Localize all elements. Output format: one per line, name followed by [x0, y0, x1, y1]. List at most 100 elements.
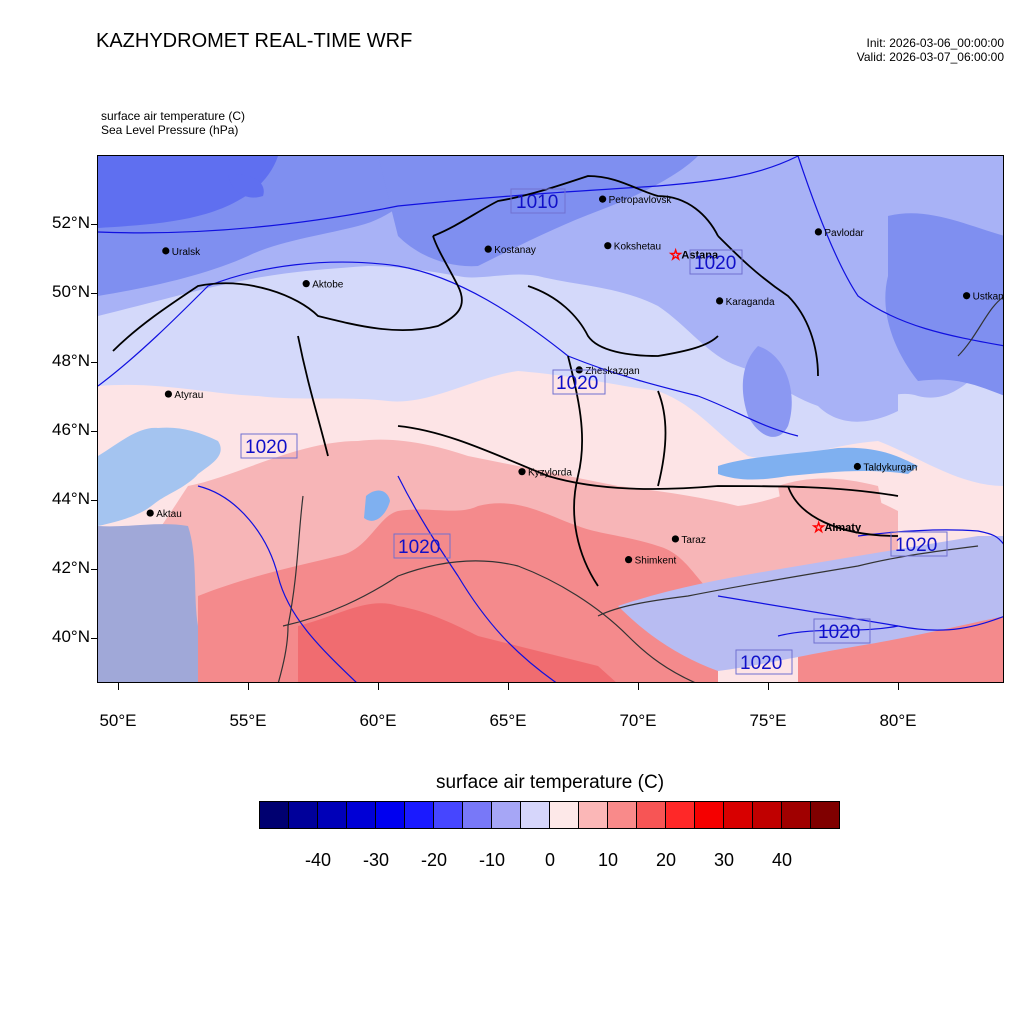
- city-label: Karaganda: [726, 297, 775, 308]
- city-label: Astana: [681, 249, 719, 261]
- isobar-label-box: [393, 533, 451, 559]
- isobar-label-box: [890, 531, 948, 557]
- capital-star-icon: ☆: [669, 246, 682, 262]
- caspian-sea: [98, 427, 221, 526]
- temp-cold-2: [378, 156, 698, 267]
- lon-tick: [768, 683, 769, 690]
- lat-tick: [91, 224, 97, 225]
- legend-swatch: [405, 802, 434, 828]
- legend-title: surface air temperature (C): [435, 772, 665, 793]
- isobar-label: 1020: [398, 537, 440, 558]
- legend-swatch: [260, 802, 289, 828]
- lon-tick: [508, 683, 509, 690]
- city-dot: [604, 242, 612, 250]
- caspian-south: [98, 524, 198, 682]
- lon-label: 65°E: [489, 711, 527, 730]
- city-label: Kyzylorda: [528, 468, 572, 479]
- lon-label: 70°E: [619, 711, 657, 730]
- field-pressure: Sea Level Pressure (hPa): [101, 123, 239, 137]
- lat-label: 44°N: [52, 489, 90, 508]
- isobar-labels: 1010 1020 1020 1020 1020 1020 1020 1020: [240, 188, 948, 675]
- city-dot: [853, 462, 862, 471]
- lon-label: 75°E: [749, 711, 787, 730]
- isobar-label-box: [689, 249, 743, 275]
- legend-label: -40: [304, 850, 332, 870]
- isobar-label-box: [510, 188, 566, 214]
- lat-tick: [91, 500, 97, 501]
- legend-swatch: [463, 802, 492, 828]
- legend-colorbar: [259, 801, 840, 829]
- country-borders: [277, 296, 1003, 682]
- city-label: Pavlodar: [824, 228, 864, 239]
- legend-label: 0: [544, 850, 556, 870]
- city-dot: [484, 245, 492, 253]
- valid-time: Valid: 2026-03-07_06:00:00: [856, 50, 1004, 64]
- lat-label: 42°N: [52, 558, 90, 577]
- legend-swatch: [376, 802, 405, 828]
- city-label: Aktau: [156, 509, 182, 520]
- legend-swatch: [434, 802, 463, 828]
- legend-swatch: [782, 802, 811, 828]
- legend-swatch: [753, 802, 782, 828]
- map-canvas: Petropavlovsk Kostanay Kokshetau Pavlodar Ur…: [98, 156, 1003, 682]
- city-dot: [162, 247, 170, 255]
- legend-label: 40: [771, 850, 793, 870]
- temp-cool-east: [738, 286, 898, 422]
- temp-warm-east: [778, 478, 888, 553]
- legend-swatch: [811, 802, 839, 828]
- lat-label: 50°N: [52, 282, 90, 301]
- lat-tick: [91, 293, 97, 294]
- lat-tick: [91, 362, 97, 363]
- city-dot: [302, 280, 310, 288]
- field-temperature: surface air temperature (C): [101, 109, 246, 123]
- legend-label: 10: [597, 850, 619, 870]
- isobars: [98, 156, 1003, 682]
- city-dot: [518, 468, 526, 476]
- legend-label: 20: [655, 850, 677, 870]
- legend-swatch: [521, 802, 550, 828]
- city-dot: [963, 292, 971, 300]
- lon-label: 50°E: [99, 711, 137, 730]
- admin-borders: [112, 175, 899, 587]
- legend-label: -20: [420, 850, 448, 870]
- lat-label: 48°N: [52, 351, 90, 370]
- temp-cold-dark: [98, 156, 278, 228]
- legend-swatch: [695, 802, 724, 828]
- city-dot: [625, 556, 633, 564]
- run-times: Init: 2026-03-06_00:00:00 Valid: 2026-03…: [857, 36, 1004, 64]
- legend-swatch: [289, 802, 318, 828]
- city-dot: [164, 390, 172, 398]
- aral-sea: [364, 490, 390, 521]
- lat-tick: [91, 431, 97, 432]
- lake-balkhash: [718, 447, 918, 480]
- lat-label: 46°N: [52, 420, 90, 439]
- lon-tick: [378, 683, 379, 690]
- lon-tick: [118, 683, 119, 690]
- temp-cold-dark-2: [228, 174, 264, 198]
- isobar-label-box: [240, 433, 298, 459]
- capital-star-icon: ☆: [812, 519, 825, 535]
- legend-swatch: [550, 802, 579, 828]
- lon-tick: [898, 683, 899, 690]
- legend-swatch: [579, 802, 608, 828]
- city-label: Zheskazgan: [585, 366, 639, 377]
- city-dot: [716, 297, 724, 305]
- city-label: Taldykurgan: [863, 463, 917, 474]
- isobar-label-box: [735, 649, 793, 675]
- city-dot: [599, 195, 607, 203]
- lon-tick: [638, 683, 639, 690]
- legend-swatch: [637, 802, 666, 828]
- isobar-label-box: [813, 618, 871, 644]
- temp-cold-4: [742, 346, 792, 437]
- init-time: Init: 2026-03-06_00:00:00: [866, 36, 1004, 50]
- isobar-label: 1020: [694, 253, 736, 274]
- isobar-label: 1020: [556, 373, 598, 394]
- city-label: Kokshetau: [614, 242, 661, 253]
- isobar-label: 1020: [245, 437, 287, 458]
- temp-cold-3: [885, 213, 1003, 396]
- legend-label: 30: [713, 850, 735, 870]
- lon-label: 60°E: [359, 711, 397, 730]
- map-panel[interactable]: Petropavlovsk Kostanay Kokshetau Pavlodar Ur…: [97, 155, 1004, 683]
- legend-swatch: [724, 802, 753, 828]
- isobar-label: 1020: [740, 653, 782, 674]
